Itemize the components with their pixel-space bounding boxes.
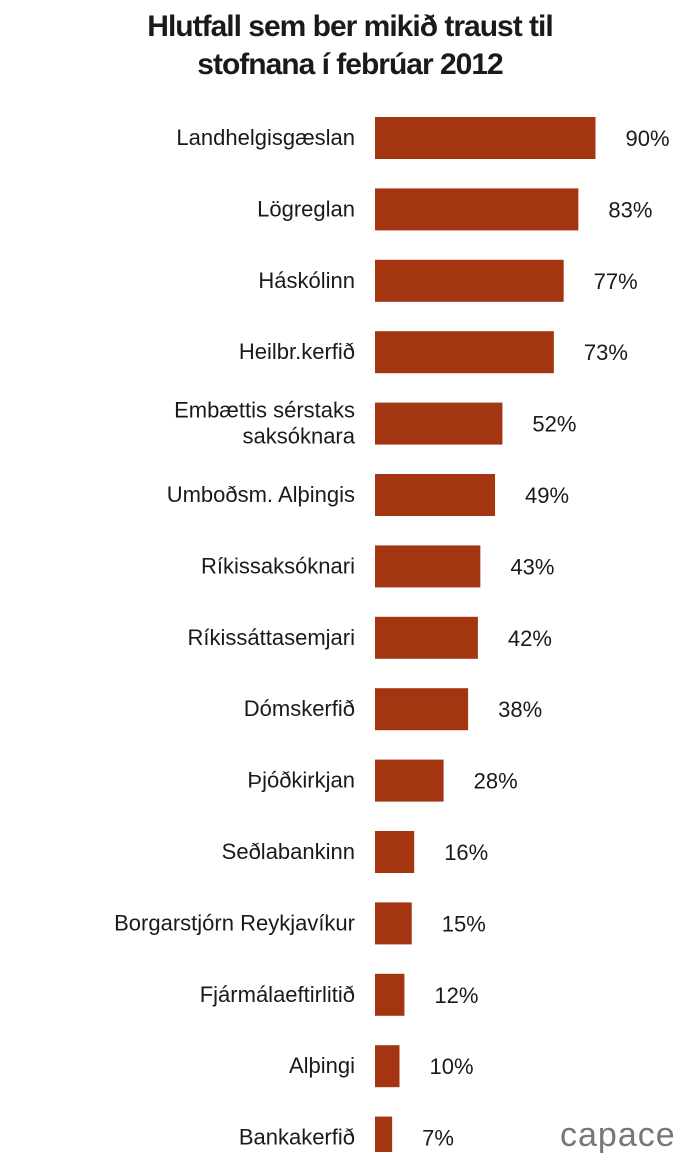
value-label: 83%	[608, 197, 652, 222]
category-labels-layer: Landhelgisgæslan Lögreglan Háskólinn Heilbr…	[114, 125, 356, 1150]
category-label: Alþingi	[289, 1053, 355, 1078]
category-label: Umboðsm. Alþingis	[167, 482, 355, 507]
bar	[375, 616, 478, 659]
bar	[375, 545, 481, 588]
bar	[375, 973, 405, 1016]
value-labels-layer: 90% 83% 77% 73% 52% 49% 43% 42% 38% 28% 16% 15% 12% 1…	[422, 126, 669, 1151]
value-label: 52%	[532, 412, 576, 437]
value-label: 10%	[430, 1054, 474, 1079]
category-label: Seðlabankinn	[222, 839, 355, 864]
value-label: 73%	[584, 340, 628, 365]
bar	[375, 759, 444, 802]
bar	[375, 117, 596, 159]
category-label: saksóknara	[242, 424, 355, 449]
watermark-logo: capace	[560, 1116, 676, 1154]
value-label: 16%	[444, 840, 488, 865]
bar	[375, 331, 554, 374]
bar	[375, 1116, 393, 1152]
category-label: Dómskerfið	[244, 696, 355, 721]
bar	[375, 688, 469, 731]
category-label: Þjóðkirkjan	[247, 768, 355, 793]
chart-title-line-1: Hlutfall sem ber mikið traust til	[147, 10, 553, 43]
bars-layer	[375, 117, 596, 1152]
bar	[375, 188, 579, 231]
category-label: Embættis sérstaks	[174, 398, 355, 423]
value-label: 49%	[525, 483, 569, 508]
value-label: 15%	[442, 911, 486, 936]
bar	[375, 402, 503, 445]
bar	[375, 474, 496, 516]
chart-title: Hlutfall sem ber mikið traust til stofna…	[40, 8, 660, 84]
category-label: Borgarstjórn Reykjavíkur	[114, 910, 355, 935]
category-label: Háskólinn	[258, 268, 355, 293]
value-label: 7%	[422, 1126, 454, 1151]
category-label: Ríkissáttasemjari	[188, 625, 355, 650]
value-label: 12%	[434, 983, 478, 1008]
bar	[375, 902, 412, 945]
category-label: Landhelgisgæslan	[176, 125, 355, 150]
value-label: 90%	[626, 126, 670, 151]
value-label: 43%	[510, 554, 554, 579]
value-label: 28%	[474, 769, 518, 794]
category-label: Lögreglan	[257, 196, 355, 221]
category-label: Bankakerfið	[239, 1125, 355, 1150]
category-label: Heilbr.kerfið	[239, 339, 355, 364]
category-label: Ríkissaksóknari	[201, 553, 355, 578]
category-label: Fjármálaeftirlitið	[200, 982, 355, 1007]
bar	[375, 831, 415, 873]
value-label: 77%	[594, 269, 638, 294]
value-label: 38%	[498, 697, 542, 722]
chart-title-line-2: stofnana í febrúar 2012	[197, 48, 503, 81]
bar	[375, 1045, 400, 1088]
value-label: 42%	[508, 626, 552, 651]
bar	[375, 259, 564, 302]
